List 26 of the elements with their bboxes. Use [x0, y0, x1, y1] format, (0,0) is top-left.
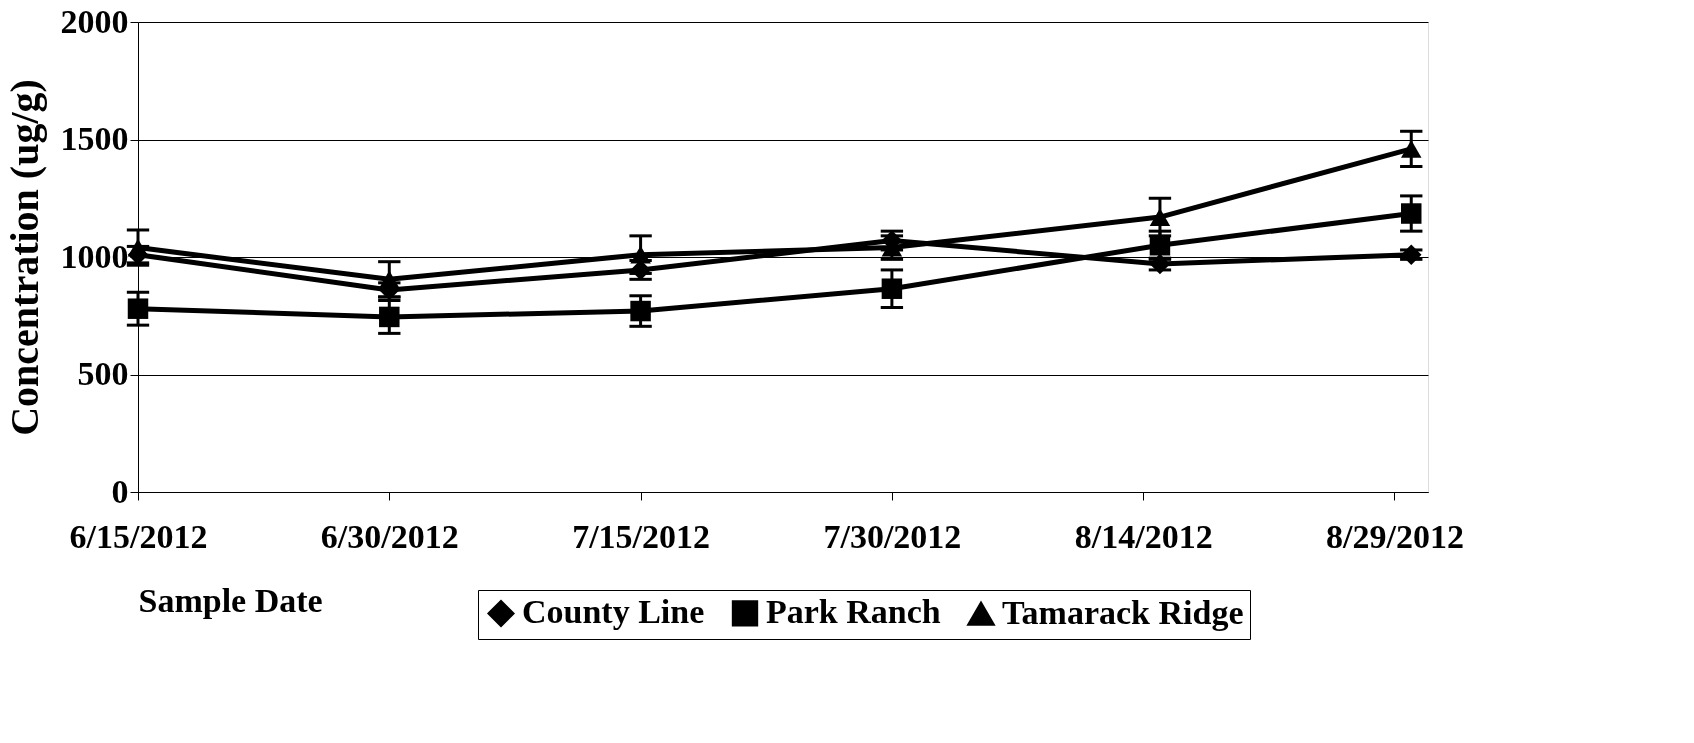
x-tick-label: 6/15/2012	[69, 517, 208, 555]
y-tick-label: 500	[77, 355, 129, 392]
point	[379, 306, 400, 328]
y-tick-label: 2000	[60, 2, 129, 40]
point	[881, 278, 903, 299]
y-tick-label: 1000	[60, 237, 129, 275]
point	[630, 300, 651, 322]
point	[127, 238, 149, 257]
x-tick-label: 8/14/2012	[1074, 517, 1213, 555]
y-tick-label: 1500	[60, 120, 129, 157]
point	[1149, 208, 1171, 226]
point	[630, 245, 651, 264]
point	[127, 298, 149, 319]
y-tick-label: 0	[111, 472, 129, 510]
legend-label: Tamarack Ridge	[1002, 594, 1244, 632]
x-tick-label: 7/15/2012	[572, 517, 711, 555]
x-axis-title: Sample Date	[138, 581, 323, 619]
x-tick-label: 7/30/2012	[823, 517, 962, 555]
legend-label: Park Ranch	[766, 593, 941, 631]
legend-label: County Line	[522, 593, 705, 631]
point	[1401, 203, 1422, 224]
x-tick-label: 6/30/2012	[320, 517, 459, 555]
point	[1401, 140, 1422, 158]
y-axis-title: Concentration (ug/g)	[1, 79, 47, 436]
point	[379, 270, 400, 289]
x-tick-label: 8/29/2012	[1326, 517, 1464, 555]
